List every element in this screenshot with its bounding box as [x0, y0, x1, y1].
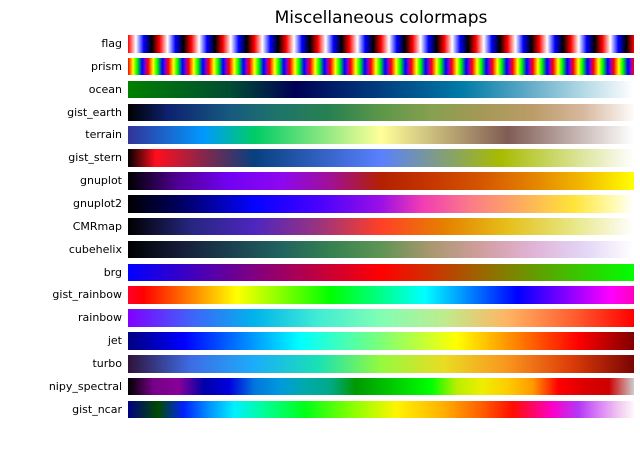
colormap-row: ocean — [0, 80, 634, 99]
colormap-bar-gnuplot — [128, 172, 634, 190]
colormap-label-gist_earth: gist_earth — [67, 105, 122, 119]
colormap-bar-flag — [128, 35, 634, 53]
colormap-bar-gist_earth — [128, 103, 634, 122]
colormap-row: terrain — [0, 126, 634, 144]
colormap-row: jet — [0, 332, 634, 350]
colormap-bar-gnuplot2 — [128, 195, 634, 213]
colormap-label-cubehelix: cubehelix — [68, 242, 122, 256]
colormap-bar-gist_ncar — [128, 400, 634, 419]
colormap-label-brg: brg — [103, 265, 122, 279]
colormap-bar-prism — [128, 57, 634, 76]
colormap-bar-gist_stern — [128, 149, 634, 167]
colormap-bar-CMRmap — [128, 217, 634, 236]
colormap-bar-brg — [128, 263, 634, 282]
colormap-row: gist_earth — [0, 103, 634, 122]
colormap-row: prism — [0, 57, 634, 76]
colormap-row: flag — [0, 35, 634, 53]
colormap-label-rainbow: rainbow — [78, 311, 122, 325]
colormap-label-gist_ncar: gist_ncar — [72, 402, 122, 416]
colormap-label-nipy_spectral: nipy_spectral — [48, 379, 122, 393]
colormap-label-flag: flag — [101, 37, 122, 50]
colormap-label-gist_rainbow: gist_rainbow — [52, 288, 122, 302]
colormap-label-ocean: ocean — [88, 82, 122, 96]
colormap-label-jet: jet — [107, 334, 122, 348]
colormap-bar-turbo — [128, 355, 634, 373]
colormap-bar-ocean — [128, 80, 634, 99]
colormap-bar-gist_rainbow — [128, 286, 634, 304]
colormap-row: cubehelix — [0, 240, 634, 259]
colormap-label-terrain: terrain — [85, 128, 122, 142]
colormap-row: gist_stern — [0, 149, 634, 167]
colormap-row: gnuplot2 — [0, 195, 634, 213]
colormap-row: rainbow — [0, 309, 634, 327]
colormap-row: nipy_spectral — [0, 377, 634, 396]
chart-title: Miscellaneous colormaps — [274, 8, 488, 28]
colormap-label-gnuplot: gnuplot — [79, 174, 122, 188]
colormap-bar-jet — [128, 332, 634, 350]
colormap-bar-nipy_spectral — [128, 377, 634, 396]
colormap-row: gist_ncar — [0, 400, 634, 419]
colormap-row: CMRmap — [0, 217, 634, 236]
colormap-label-gist_stern: gist_stern — [68, 151, 122, 165]
colormap-label-CMRmap: CMRmap — [72, 219, 122, 233]
colormap-row: turbo — [0, 355, 634, 373]
colormap-label-turbo: turbo — [92, 357, 122, 371]
colormap-row: gnuplot — [0, 172, 634, 190]
colormap-row: brg — [0, 263, 634, 282]
colormap-row: gist_rainbow — [0, 286, 634, 304]
colormap-label-gnuplot2: gnuplot2 — [72, 197, 122, 211]
colormap-label-prism: prism — [90, 59, 122, 73]
colormap-bar-terrain — [128, 126, 634, 144]
colormap-bar-cubehelix — [128, 240, 634, 259]
colormap-bar-rainbow — [128, 309, 634, 327]
